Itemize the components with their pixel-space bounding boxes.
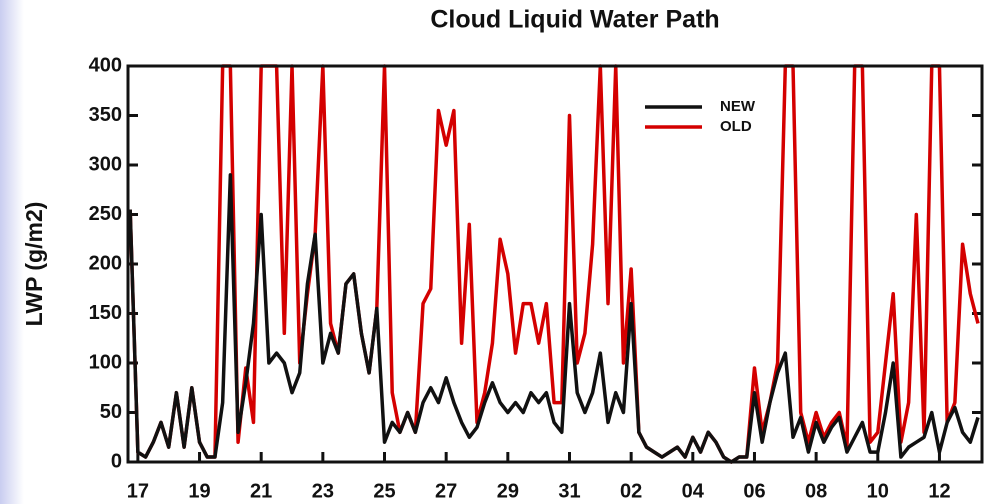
y-tick-label: 50 [100, 401, 122, 423]
x-tick-label: 12 [928, 480, 950, 502]
y-tick-label: 150 [89, 302, 122, 324]
series-line [128, 173, 980, 464]
background-edge [0, 0, 24, 504]
ticks: 0 50 100 150 200 250 300 350 400 17 19 21 23 25 27 29 31… [89, 54, 982, 502]
y-tick-label: 400 [89, 54, 122, 76]
legend: NEW OLD [645, 98, 756, 135]
x-tick-label: 27 [435, 480, 457, 502]
x-tick-label: 10 [867, 480, 889, 502]
plot-lines [128, 64, 980, 464]
y-tick-label: 200 [89, 252, 122, 274]
y-tick-label: 100 [89, 351, 122, 373]
x-tick-label: 06 [743, 480, 765, 502]
x-tick-label: 08 [805, 480, 827, 502]
x-tick-label: 17 [127, 480, 149, 502]
x-tick-label: 31 [558, 480, 580, 502]
x-tick-label: 21 [250, 480, 272, 502]
chart-title: Cloud Liquid Water Path [430, 6, 719, 34]
legend-label: NEW [720, 98, 756, 115]
x-tick-label: 29 [497, 480, 519, 502]
y-tick-label: 350 [89, 104, 122, 126]
y-tick-label: 300 [89, 153, 122, 175]
y-axis-label: LWP (g/m2) [21, 202, 47, 327]
x-tick-label: 23 [312, 480, 334, 502]
legend-label: OLD [720, 118, 752, 135]
x-tick-label: 04 [682, 480, 705, 502]
y-tick-label: 0 [111, 450, 122, 472]
y-tick-label: 250 [89, 203, 122, 225]
x-tick-label: 25 [373, 480, 395, 502]
x-tick-label: 02 [620, 480, 642, 502]
x-tick-label: 19 [188, 480, 210, 502]
plot-frame [126, 64, 984, 464]
